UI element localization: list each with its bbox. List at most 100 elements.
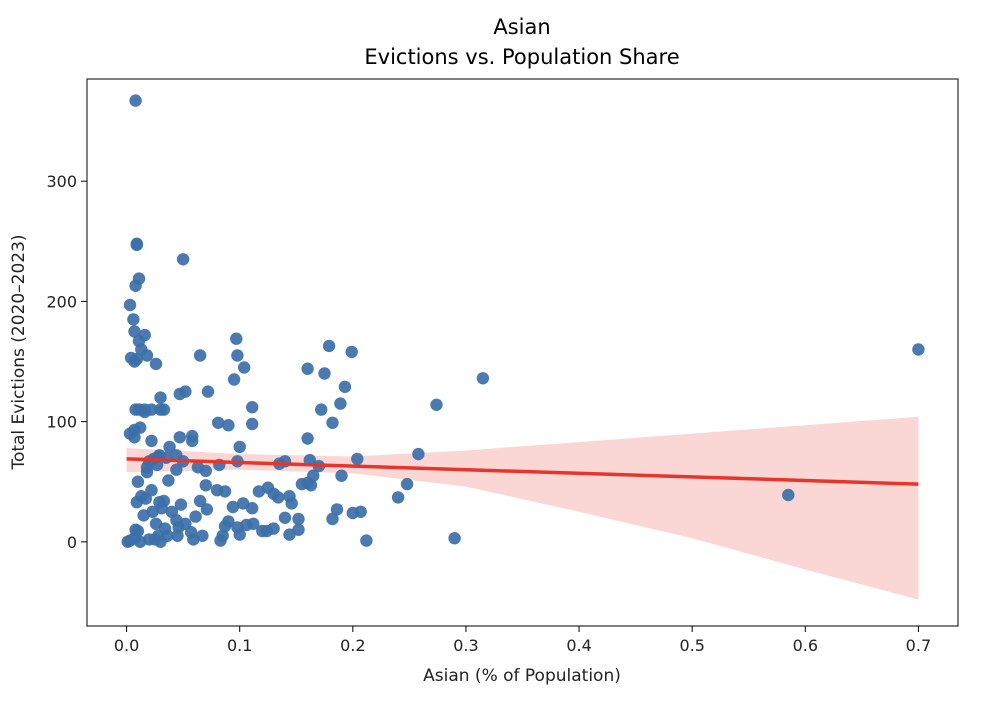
x-tick-label: 0.3	[453, 636, 478, 655]
y-tick-label: 100	[46, 413, 77, 432]
data-point	[283, 528, 296, 541]
x-axis-label: Asian (% of Population)	[423, 666, 621, 686]
data-point	[129, 94, 142, 107]
data-point	[230, 332, 243, 345]
data-point	[171, 529, 184, 542]
data-point	[448, 532, 461, 545]
data-point	[285, 497, 298, 510]
data-point	[476, 372, 490, 385]
y-tick-label: 200	[46, 292, 77, 311]
x-tick-label: 0.6	[793, 636, 818, 655]
data-point	[140, 349, 154, 362]
data-point	[130, 238, 143, 252]
data-point	[335, 469, 348, 482]
data-point	[162, 474, 175, 487]
data-point	[187, 533, 200, 546]
data-point	[176, 253, 190, 266]
regression-line-layer	[126, 457, 919, 486]
data-point	[246, 401, 259, 414]
data-point	[129, 279, 142, 292]
data-point	[218, 485, 232, 498]
data-point	[233, 440, 246, 454]
x-tick-label: 0.0	[114, 636, 139, 655]
data-point	[200, 503, 214, 516]
data-point	[338, 380, 352, 393]
data-point	[330, 503, 344, 516]
data-point	[246, 502, 259, 515]
data-point	[267, 487, 280, 500]
y-tick-label: 300	[46, 172, 77, 191]
x-tick-label: 0.4	[566, 636, 591, 655]
x-axis: 0.0 0.1 0.2 0.3 0.4 0.5 0.6 0.7	[114, 626, 931, 655]
data-point	[345, 345, 358, 359]
data-point	[301, 432, 314, 445]
data-point	[318, 367, 331, 380]
data-point	[193, 494, 207, 508]
data-point	[304, 479, 318, 492]
data-point	[123, 298, 137, 312]
x-tick-label: 0.2	[340, 636, 365, 655]
data-point	[334, 397, 347, 410]
data-point	[173, 387, 186, 401]
data-point	[222, 419, 235, 432]
data-point	[252, 485, 266, 498]
x-tick-label: 0.1	[227, 636, 252, 655]
y-axis-label: Total Evictions (2020–2023)	[9, 234, 29, 470]
chart-title: Asian	[493, 15, 550, 39]
data-point	[128, 325, 141, 338]
data-point	[154, 403, 167, 416]
data-point	[186, 434, 199, 448]
data-point	[214, 534, 227, 547]
data-point	[236, 497, 250, 510]
x-tick-label: 0.5	[679, 636, 704, 655]
data-point	[256, 524, 269, 538]
data-point	[154, 535, 167, 548]
data-point	[138, 405, 151, 419]
data-point	[391, 491, 405, 504]
confidence-band	[126, 416, 919, 600]
data-point	[295, 477, 309, 491]
data-point	[246, 417, 259, 431]
data-point	[227, 373, 241, 386]
data-point	[140, 465, 154, 479]
data-point	[154, 391, 167, 404]
data-point	[267, 522, 280, 535]
data-point	[145, 434, 158, 448]
data-point	[782, 488, 795, 502]
regression-line	[126, 457, 919, 486]
data-point	[326, 512, 339, 526]
data-point	[912, 343, 925, 356]
data-point	[233, 528, 246, 541]
data-point	[127, 313, 140, 326]
x-tick-label: 0.7	[906, 636, 931, 655]
data-point	[130, 496, 143, 509]
y-tick-label: 0	[67, 533, 77, 552]
data-point	[128, 431, 141, 444]
data-point	[315, 403, 328, 416]
data-point	[322, 339, 336, 353]
data-point	[131, 475, 145, 488]
data-point	[149, 357, 163, 371]
data-point	[360, 534, 373, 547]
data-point	[226, 500, 240, 514]
data-point	[412, 447, 425, 461]
plot-frame	[86, 78, 959, 627]
data-point	[201, 385, 215, 398]
data-point	[131, 524, 145, 538]
data-point	[238, 361, 251, 374]
data-point	[231, 349, 244, 362]
data-point	[400, 477, 414, 491]
data-point	[292, 512, 305, 526]
data-point	[158, 522, 172, 535]
plot-area	[121, 94, 925, 600]
data-point	[212, 416, 225, 429]
data-point	[150, 458, 164, 472]
data-point	[199, 479, 212, 492]
data-point	[218, 520, 232, 533]
data-point	[163, 440, 176, 454]
confidence-band-layer	[126, 416, 919, 600]
data-point	[199, 464, 212, 478]
data-point	[174, 498, 188, 511]
data-point	[354, 505, 367, 518]
